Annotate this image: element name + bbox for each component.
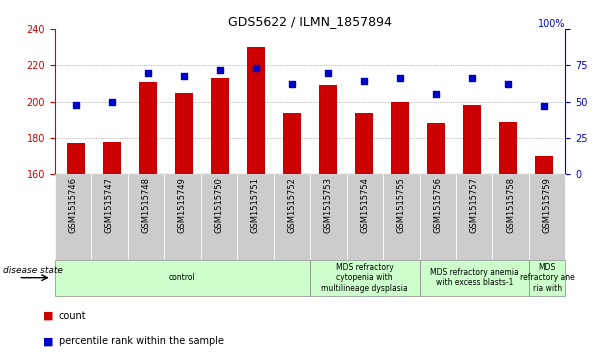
Point: [467, 76, 477, 81]
Text: GSM1515755: GSM1515755: [397, 177, 406, 233]
Text: MDS refractory anemia
with excess blasts-1: MDS refractory anemia with excess blasts…: [430, 268, 519, 287]
Bar: [535, 156, 553, 174]
Text: control: control: [169, 273, 196, 282]
Bar: [283, 113, 301, 174]
Bar: [175, 93, 193, 174]
Text: GSM1515749: GSM1515749: [178, 177, 187, 233]
Bar: [427, 123, 445, 174]
Text: GSM1515747: GSM1515747: [105, 177, 114, 233]
Text: ■: ■: [43, 311, 53, 321]
Text: count: count: [59, 311, 86, 321]
Text: GSM1515750: GSM1515750: [215, 177, 223, 233]
Point: [503, 81, 513, 87]
Text: MDS
refractory ane
ria with: MDS refractory ane ria with: [520, 263, 575, 293]
Text: ■: ■: [43, 336, 53, 346]
Point: [143, 70, 153, 76]
Text: GSM1515757: GSM1515757: [470, 177, 478, 233]
Text: MDS refractory
cytopenia with
multilineage dysplasia: MDS refractory cytopenia with multilinea…: [322, 263, 408, 293]
Bar: [139, 82, 157, 174]
Text: GSM1515759: GSM1515759: [543, 177, 551, 233]
Point: [71, 102, 81, 107]
Text: GSM1515751: GSM1515751: [251, 177, 260, 233]
Bar: [319, 85, 337, 174]
Point: [359, 78, 369, 84]
Text: GSM1515758: GSM1515758: [506, 177, 515, 233]
Text: percentile rank within the sample: percentile rank within the sample: [59, 336, 224, 346]
Text: GSM1515752: GSM1515752: [288, 177, 296, 233]
Point: [431, 91, 441, 97]
Bar: [499, 122, 517, 174]
Text: disease state: disease state: [3, 266, 63, 275]
Bar: [103, 142, 121, 174]
Point: [395, 76, 405, 81]
Title: GDS5622 / ILMN_1857894: GDS5622 / ILMN_1857894: [228, 15, 392, 28]
Point: [287, 81, 297, 87]
Point: [215, 67, 225, 73]
Point: [323, 70, 333, 76]
Bar: [67, 143, 85, 174]
Bar: [247, 47, 265, 174]
Point: [179, 73, 189, 78]
Point: [251, 65, 261, 71]
Bar: [463, 105, 481, 174]
Text: GSM1515754: GSM1515754: [361, 177, 369, 233]
Text: GSM1515753: GSM1515753: [324, 177, 333, 233]
Bar: [355, 113, 373, 174]
Bar: [391, 102, 409, 174]
Text: GSM1515756: GSM1515756: [434, 177, 442, 233]
Text: GSM1515748: GSM1515748: [142, 177, 150, 233]
Bar: [211, 78, 229, 174]
Point: [539, 103, 549, 109]
Point: [108, 99, 117, 105]
Text: 100%: 100%: [538, 19, 565, 29]
Text: GSM1515746: GSM1515746: [69, 177, 77, 233]
